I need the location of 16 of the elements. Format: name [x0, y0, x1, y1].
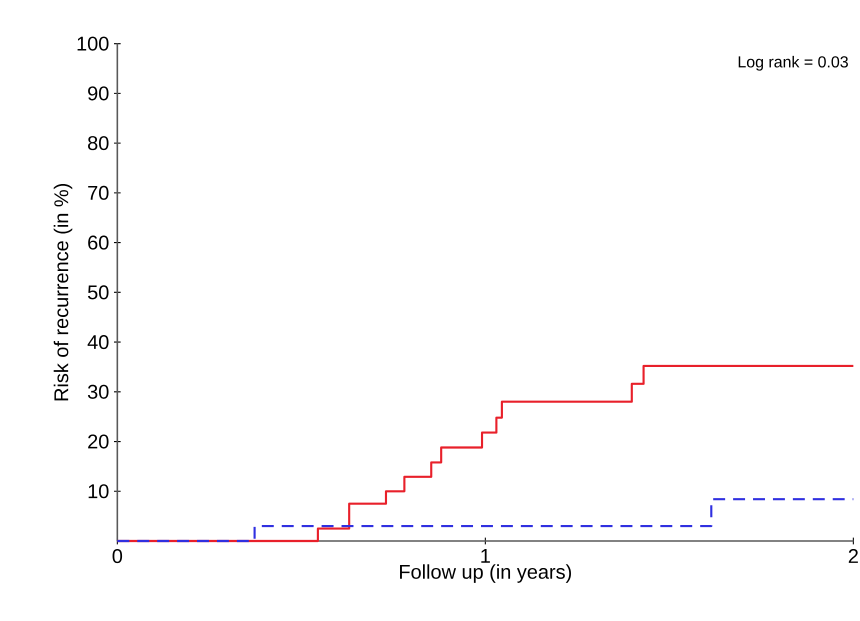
y-tick-label: 30	[88, 384, 109, 399]
y-tick-label: 10	[88, 484, 109, 498]
x-tick-label: 2	[848, 549, 858, 563]
y-tick-label: 20	[88, 434, 109, 449]
y-tick-label: 100	[78, 36, 109, 51]
y-tick-label: 80	[88, 136, 109, 150]
y-tick-label: 90	[88, 86, 109, 100]
y-axis-title: Risk of recurrence (in %)	[54, 184, 72, 400]
x-tick-label: 1	[481, 549, 490, 563]
y-tick-label: 50	[88, 285, 109, 300]
x-tick-label: 0	[112, 549, 122, 564]
annotation: Log rank = 0.03	[738, 56, 848, 71]
x-axis-title: Follow up (in years)	[400, 564, 571, 583]
y-tick-label: 60	[88, 236, 109, 250]
y-tick-label: 70	[88, 186, 109, 200]
y-tick-label: 40	[88, 335, 109, 350]
